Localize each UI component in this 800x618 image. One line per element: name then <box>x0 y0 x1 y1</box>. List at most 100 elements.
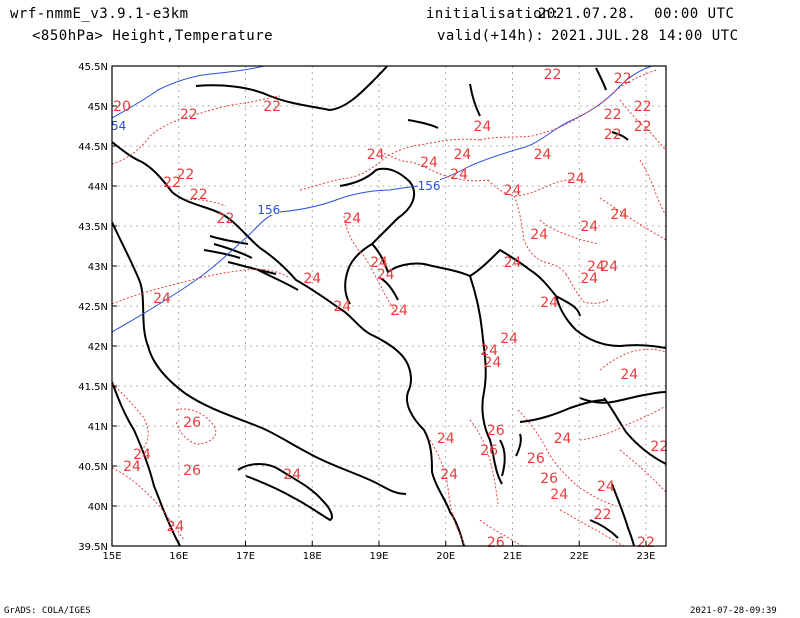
temperature-label: 24 <box>530 227 548 243</box>
temperature-label: 24 <box>600 259 618 275</box>
coastlines <box>112 141 465 546</box>
temperature-label: 26 <box>480 443 498 459</box>
x-tick-label: 17E <box>236 551 255 562</box>
height-label-bg <box>107 119 130 131</box>
temperature-label: 22 <box>594 507 612 523</box>
valid-value: 2021.JUL.28 14:00 UTC <box>551 28 739 44</box>
temperature-label: 26 <box>487 535 505 551</box>
temperature-label: 24 <box>303 271 321 287</box>
temperature-label: 22 <box>604 107 622 123</box>
x-tick-label: 16E <box>169 551 188 562</box>
temperature-label: 22 <box>263 99 281 115</box>
temperature-label: 24 <box>343 211 361 227</box>
country-borders <box>195 66 666 546</box>
temperature-label: 24 <box>540 295 558 311</box>
temperature-label: 20 <box>113 99 131 115</box>
init-value: 2021.07.28. 00:00 UTC <box>538 6 735 22</box>
height-contours <box>112 66 653 333</box>
y-tick-label: 39.5N <box>78 542 108 553</box>
temperature-label: 24 <box>283 467 301 483</box>
temperature-label: 24 <box>480 343 498 359</box>
temperature-label: 24 <box>377 267 395 283</box>
x-tick-label: 18E <box>303 551 322 562</box>
valid-label: valid(+14h): <box>437 28 545 44</box>
temperature-label: 24 <box>580 219 598 235</box>
temperature-label: 22 <box>190 187 208 203</box>
temperature-label: 24 <box>484 355 502 371</box>
temperature-label: 24 <box>390 303 408 319</box>
temperature-label: 24 <box>610 207 628 223</box>
temperature-label: 24 <box>580 271 598 287</box>
y-tick-label: 40.5N <box>78 462 108 473</box>
temperature-label: 24 <box>123 459 141 475</box>
temperature-label: 24 <box>420 155 438 171</box>
temperature-label: 24 <box>153 291 171 307</box>
footer-credit: GrADS: COLA/IGES <box>4 606 91 616</box>
x-tick-label: 19E <box>369 551 388 562</box>
temperature-label: 24 <box>504 255 522 271</box>
temperature-label: 24 <box>437 431 455 447</box>
temperature-label: 22 <box>650 439 668 455</box>
temperature-label: 22 <box>217 211 235 227</box>
temperature-label: 24 <box>500 331 518 347</box>
temperature-label: 26 <box>183 415 201 431</box>
y-tick-label: 44.5N <box>78 142 108 153</box>
y-tick-label: 41.5N <box>78 382 108 393</box>
temperature-label: 24 <box>554 431 572 447</box>
temperature-label: 24 <box>567 171 585 187</box>
temperature-label: 24 <box>133 447 151 463</box>
temperature-label: 24 <box>504 183 522 199</box>
y-tick-label: 41N <box>88 422 108 433</box>
temperature-label: 22 <box>544 67 562 83</box>
temperature-label: 24 <box>166 519 184 535</box>
temperature-label: 24 <box>474 119 492 135</box>
temperature-label: 22 <box>634 99 652 115</box>
temperature-label: 24 <box>597 479 615 495</box>
temperature-label: 24 <box>587 259 605 275</box>
y-tick-label: 45N <box>88 102 108 113</box>
y-tick-label: 42N <box>88 342 108 353</box>
temperature-label: 24 <box>333 299 351 315</box>
height-label-bg <box>257 203 280 215</box>
temperature-contours <box>112 69 666 546</box>
temperature-label: 24 <box>440 467 458 483</box>
temperature-label: 26 <box>527 451 545 467</box>
y-tick-label: 42.5N <box>78 302 108 313</box>
temperature-label: 22 <box>604 127 622 143</box>
x-axis: 15E 16E 17E 18E 19E 20E 21E 22E 23E <box>102 541 655 562</box>
field-title: <850hPa> Height,Temperature <box>32 28 274 44</box>
height-label: 156 <box>257 203 280 217</box>
x-tick-label: 21E <box>503 551 522 562</box>
model-title: wrf-nmmE_v3.9.1-e3km <box>10 6 189 22</box>
footer-timestamp: 2021-07-28-09:39 <box>690 606 777 616</box>
height-label-bg <box>418 179 441 191</box>
x-tick-label: 15E <box>102 551 121 562</box>
temperature-label: 26 <box>183 463 201 479</box>
temperature-label: 24 <box>450 167 468 183</box>
y-tick-label: 43.5N <box>78 222 108 233</box>
temperature-label: 22 <box>163 175 181 191</box>
temperature-label: 26 <box>487 423 505 439</box>
x-tick-label: 20E <box>436 551 455 562</box>
y-tick-label: 40N <box>88 502 108 513</box>
temperature-label: 24 <box>454 147 472 163</box>
temperature-label: 26 <box>540 471 558 487</box>
temperature-label: 24 <box>370 255 388 271</box>
y-tick-label: 45.5N <box>78 62 108 73</box>
temperature-label: 22 <box>614 71 632 87</box>
y-tick-label: 43N <box>88 262 108 273</box>
temperature-label: 24 <box>620 367 638 383</box>
x-tick-label: 22E <box>570 551 589 562</box>
y-axis: 45.5N 45N 44.5N 44N 43.5N 43N 42.5N 42N 41.5N 41N… <box>78 62 117 553</box>
height-label: 54 <box>111 119 126 133</box>
temperature-label: 24 <box>534 147 552 163</box>
temperature-label: 22 <box>177 167 195 183</box>
temperature-label: 24 <box>367 147 385 163</box>
x-tick-label: 23E <box>636 551 655 562</box>
temperature-label: 24 <box>550 487 568 503</box>
y-tick-label: 44N <box>88 182 108 193</box>
height-label: 156 <box>418 179 441 193</box>
init-label: initialisation: <box>426 6 560 22</box>
